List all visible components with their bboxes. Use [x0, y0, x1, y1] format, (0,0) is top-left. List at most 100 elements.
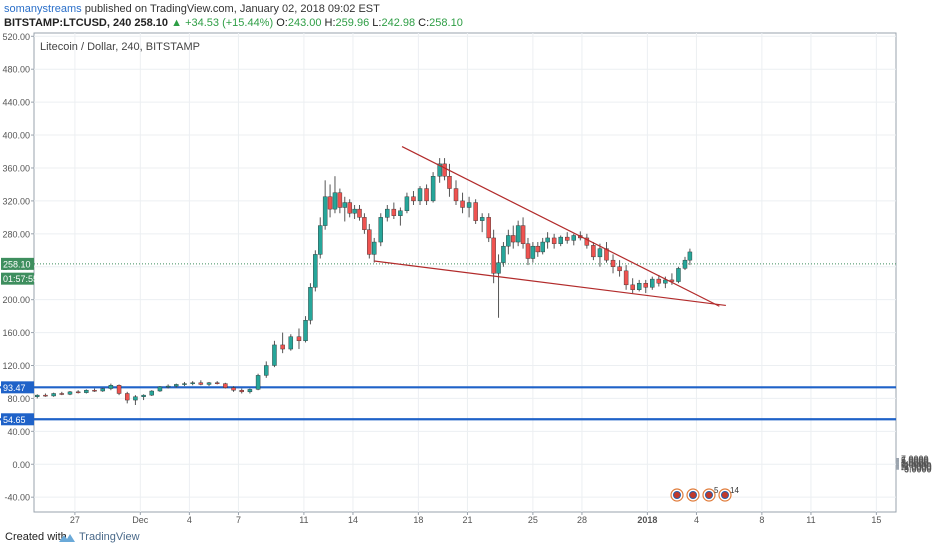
candle-body — [280, 344, 285, 350]
candle-body — [214, 382, 220, 384]
level-badge: 93.47 — [3, 383, 26, 393]
x-tick-label: 11 — [299, 515, 308, 525]
candle-body — [149, 390, 154, 396]
left-tick-label: 280.00 — [2, 229, 30, 239]
candle-body — [357, 208, 362, 218]
created-with-label: Created with — [5, 531, 67, 543]
left-tick-label: 440.00 — [2, 98, 30, 108]
time-axis[interactable]: 27 Dec 4 7 11 14 18 21 25 28 2018 4 8 11 15 — [70, 512, 881, 525]
candle-body — [540, 241, 545, 253]
candle-body — [437, 163, 442, 177]
x-tick-label: 4 — [694, 515, 699, 525]
candle-body — [530, 245, 536, 259]
candle-body — [174, 384, 179, 387]
x-tick-label: 15 — [871, 515, 881, 525]
level-badge: 54.65 — [3, 415, 26, 425]
candle-body — [342, 202, 348, 208]
candle-body — [352, 208, 357, 214]
right-tick-label: 5.0000 — [901, 456, 929, 466]
candle-body — [597, 248, 603, 258]
event-count-label: 5 — [714, 486, 719, 495]
right-tick-label: 0.0000 — [901, 460, 929, 470]
left-tick-label: 480.00 — [2, 65, 30, 75]
candle-body — [247, 389, 253, 393]
left-tick-label: 80.00 — [7, 394, 30, 404]
candle-body — [676, 268, 681, 282]
x-tick-label: 18 — [413, 515, 423, 525]
left-tick-label: 320.00 — [2, 196, 30, 206]
candle-body — [417, 188, 423, 202]
horizontal-levels[interactable] — [0, 263, 896, 421]
candle-body — [565, 236, 570, 241]
candle-body — [584, 237, 590, 246]
low-label: L: — [372, 17, 382, 29]
candle-body — [165, 385, 171, 388]
candle-body — [337, 192, 343, 208]
up-arrow-icon: ▲ — [171, 17, 182, 29]
candle-body — [35, 394, 40, 397]
change-value: +34.53 (+15.44%) — [185, 17, 274, 29]
footer: Created with TradingView — [0, 526, 932, 550]
candle-body — [424, 188, 429, 202]
candle-body — [442, 163, 447, 177]
last-price-badge: 258.10 — [3, 259, 31, 269]
price-badges: 258.10 01:57:55 93.47 54.65 — [1, 257, 38, 426]
grid — [34, 33, 896, 512]
candle-body — [157, 386, 163, 392]
level-badge-bg — [1, 413, 34, 426]
x-tick-label: 27 — [70, 515, 80, 525]
candle-body — [198, 382, 204, 385]
publish-text: published on TradingView.com, January 02… — [84, 3, 380, 15]
candle-body — [404, 196, 410, 211]
right-axis[interactable]: 7.00006.00005.00004.00003.00002.00001.00… — [896, 454, 932, 475]
event-markers[interactable]: 5 14 — [670, 486, 739, 502]
candle-body — [630, 284, 635, 290]
high-label: H: — [324, 17, 336, 29]
open-label: O: — [276, 17, 288, 29]
low-value: 242.98 — [381, 17, 416, 29]
candle-body — [571, 235, 576, 241]
left-tick-label: 520.00 — [2, 32, 30, 42]
candle-body — [604, 248, 609, 261]
author-link[interactable]: somanystreams — [4, 3, 82, 15]
candle-body — [239, 389, 244, 393]
candle-body — [51, 393, 56, 397]
candle-body — [190, 382, 195, 384]
candle-body — [520, 225, 526, 244]
candle-body — [515, 225, 521, 243]
candle-body — [430, 176, 436, 202]
candle-body — [182, 383, 187, 385]
open-value: 243.00 — [287, 17, 322, 29]
event-flag-dot — [673, 491, 681, 499]
candle-body — [496, 262, 501, 274]
candle-body — [223, 383, 228, 388]
price-chart[interactable]: Litecoin / Dollar, 240, BITSTAMP 520.00 4… — [0, 0, 932, 526]
candle-body — [551, 237, 557, 244]
candle-body — [362, 217, 367, 230]
trend-line[interactable] — [374, 260, 726, 307]
candle-body — [371, 241, 377, 255]
candle-body — [591, 245, 596, 258]
candle-body — [264, 365, 269, 376]
right-tick-label: -5.0000 — [901, 464, 932, 474]
candle-body — [643, 282, 648, 288]
x-tick-label: 28 — [577, 515, 587, 525]
wedge-lines[interactable] — [374, 146, 726, 307]
trend-line[interactable] — [401, 146, 720, 307]
candle-body — [491, 237, 496, 274]
tradingview-logo-icon — [59, 534, 75, 542]
left-tick-label: 120.00 — [2, 361, 30, 371]
candle-body — [43, 394, 48, 397]
candle-body — [447, 176, 452, 189]
ohlc-header: BITSTAMP:LTCUSD, 240 258.10 ▲ +34.53 (+1… — [4, 17, 463, 29]
right-tick-label: 2.0000 — [901, 458, 929, 468]
candle-body — [75, 391, 81, 394]
candle-body — [318, 225, 323, 255]
candle-body — [650, 278, 655, 288]
candle-body — [617, 266, 622, 272]
candle-body — [385, 208, 390, 218]
right-tick-label: 7.0000 — [901, 454, 929, 464]
left-tick-label: 0.00 — [12, 460, 30, 470]
close-label: C: — [418, 17, 430, 29]
tradingview-link[interactable]: TradingView — [79, 531, 140, 543]
